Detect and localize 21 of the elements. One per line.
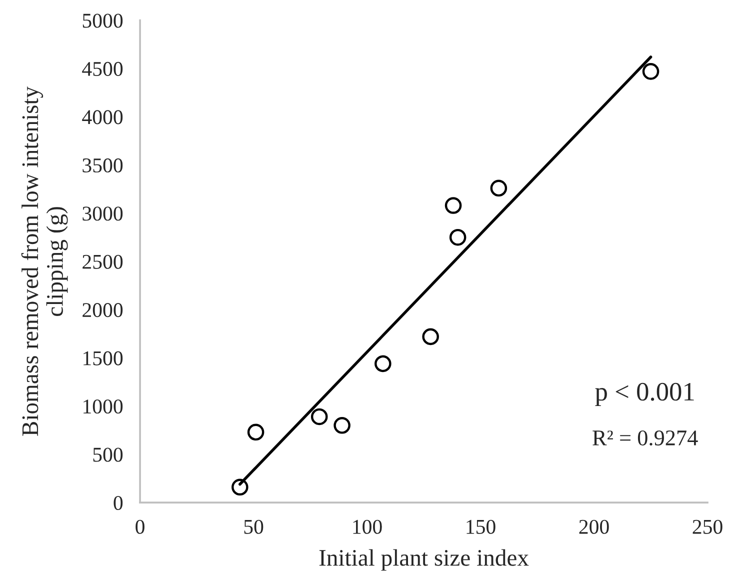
x-tick-label: 0	[136, 520, 144, 534]
x-tick-label: 100	[353, 520, 382, 534]
annotation: p < 0.001	[595, 382, 694, 406]
x-tick-label: 250	[692, 520, 722, 534]
y-tick-label: 2000	[82, 303, 123, 318]
y-tick-label: 5000	[82, 14, 123, 28]
y-tick-label: 3000	[82, 206, 123, 221]
y-tick-label: 2500	[82, 254, 123, 269]
y-tick-label: 0	[114, 496, 123, 510]
x-tick-label: 200	[579, 520, 609, 534]
x-tick-label: 150	[466, 520, 496, 534]
y-tick-label: 500	[93, 448, 123, 462]
y-tick-label: 1500	[84, 351, 123, 366]
annotation: R² = 0.9274	[592, 430, 698, 446]
y-tick-label: 3500	[82, 158, 123, 172]
y-tick-label: 1000	[84, 399, 123, 414]
y-axis-title: Biomass removed from low intenisty clipping (g)	[21, 86, 68, 436]
x-tick-label: 50	[244, 520, 264, 534]
x-axis-title: Initial plant size index	[319, 549, 529, 571]
y-tick-label: 4500	[82, 62, 123, 76]
y-tick-label: 4000	[82, 110, 123, 124]
